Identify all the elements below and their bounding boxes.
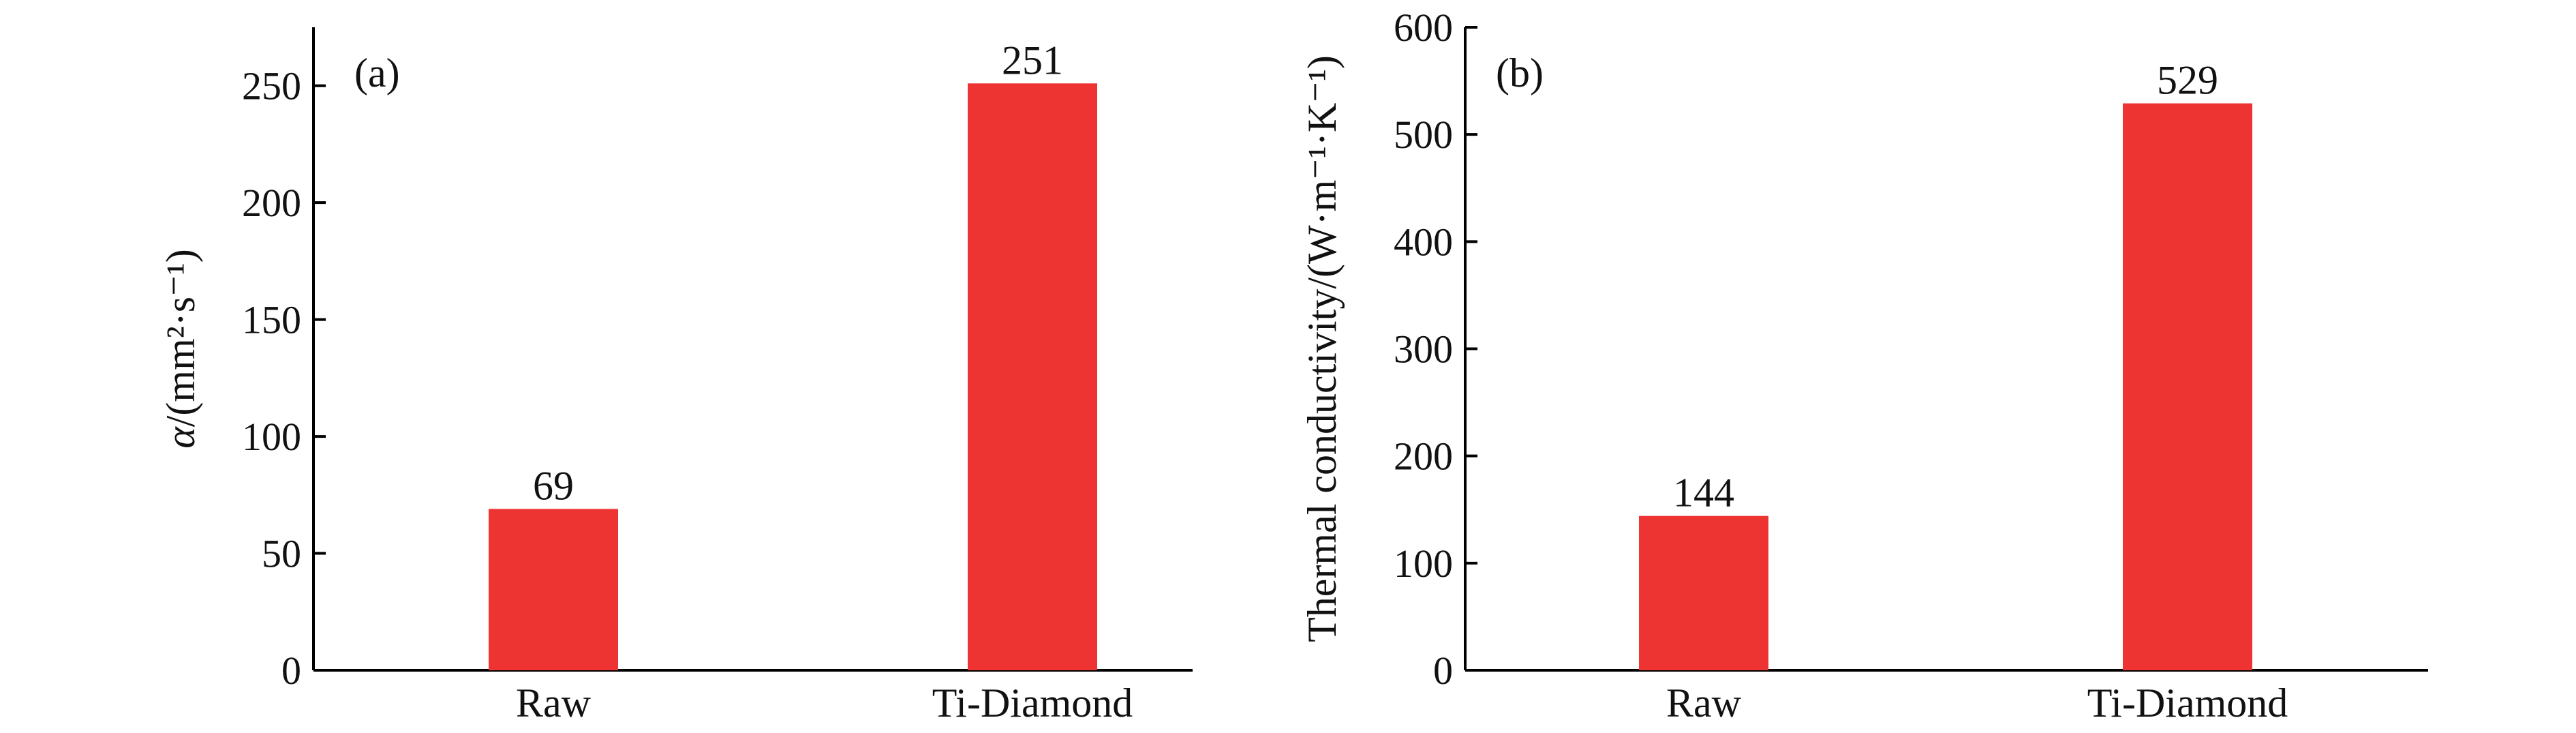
y-tick-label-b: 0 (1433, 648, 1453, 693)
y-tick-label-a: 150 (242, 298, 301, 342)
data-label-b: 144 (1673, 470, 1734, 515)
y-tick-label-b: 400 (1394, 220, 1453, 264)
chart-panel-a: 0 50 100 150 200 250 69 Raw 251 Ti-Diamond (a) α/(m… (158, 27, 1193, 725)
x-tick-label-b: Raw (1666, 680, 1742, 725)
bar-a-ti-diamond (968, 83, 1097, 671)
y-tick-label-a: 50 (262, 532, 301, 576)
y-tick-label-b: 300 (1394, 327, 1453, 372)
y-tick-label-a: 0 (281, 648, 301, 693)
data-label-a: 69 (533, 463, 574, 508)
data-label-b: 529 (2157, 58, 2218, 103)
y-tick-label-a: 250 (242, 64, 301, 108)
y-tick-label-b: 200 (1394, 434, 1453, 479)
data-label-a: 251 (1002, 38, 1063, 83)
y-tick-label-b: 100 (1394, 541, 1453, 586)
bar-b-raw (1639, 515, 1768, 670)
x-tick-label-b: Ti-Diamond (2087, 680, 2288, 725)
y-axis-title-b: Thermal conductivity/(W·m⁻¹·K⁻¹) (1300, 55, 1345, 642)
chart-panel-b: 0 100 200 300 400 500 600 144 Raw 529 Ti-Diamond (b… (1300, 5, 2428, 725)
x-tick-label-a: Raw (516, 680, 592, 725)
y-axis-title-a: α/(mm²·s⁻¹) (158, 249, 203, 448)
y-tick-label-a: 200 (242, 181, 301, 225)
panel-label-a: (a) (354, 50, 400, 95)
panel-label-b: (b) (1496, 50, 1544, 95)
bar-b-ti-diamond (2123, 103, 2252, 671)
y-tick-label-b: 600 (1394, 5, 1453, 50)
y-axis-title-unit-a: /(mm²·s⁻¹) (158, 249, 203, 427)
bar-a-raw (489, 509, 618, 670)
y-tick-label-b: 500 (1394, 113, 1453, 157)
x-tick-label-a: Ti-Diamond (932, 680, 1133, 725)
y-axis-title-symbol-a: α (158, 426, 203, 449)
y-tick-label-a: 100 (242, 415, 301, 459)
